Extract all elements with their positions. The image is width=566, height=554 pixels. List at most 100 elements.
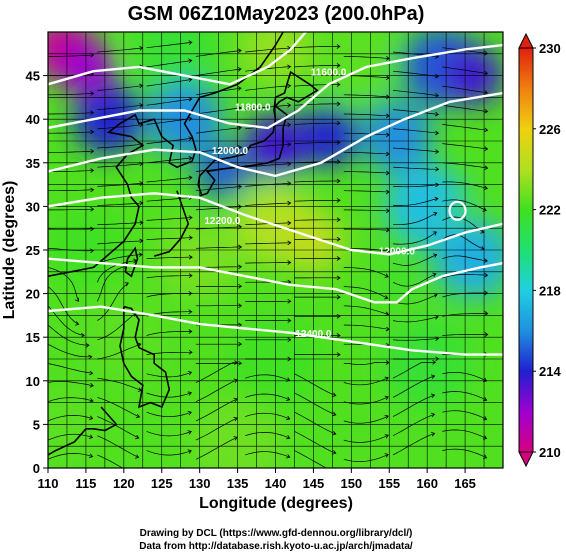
- streamline-arrow: [89, 415, 94, 421]
- streamline-arrow: [75, 321, 80, 326]
- streamline: [195, 417, 238, 441]
- streamline-arrow: [484, 290, 489, 296]
- streamline-arrow: [233, 416, 238, 422]
- streamline-arrow: [287, 122, 292, 128]
- streamline-arrow: [435, 130, 440, 136]
- streamline: [245, 202, 291, 206]
- streamline-arrow: [336, 275, 341, 281]
- streamline-arrow: [90, 148, 95, 154]
- y-tick-label: 20: [26, 287, 40, 302]
- streamline-arrow: [135, 434, 140, 440]
- streamline-arrow: [286, 415, 291, 421]
- height-contours: [48, 32, 503, 356]
- x-tick-label: 130: [189, 476, 211, 491]
- streamline-arrow: [484, 146, 489, 151]
- streamline-arrow: [484, 127, 489, 133]
- streamline-arrow: [188, 254, 193, 260]
- streamline: [48, 363, 93, 374]
- height-contour: [48, 305, 503, 356]
- streamline-arrow: [433, 211, 438, 217]
- streamline-arrow: [484, 90, 489, 95]
- streamline-arrow: [188, 235, 193, 241]
- streamline: [294, 392, 336, 416]
- height-contour: [48, 192, 503, 256]
- streamline: [392, 294, 438, 305]
- coast-segment: [48, 406, 118, 456]
- streamline: [294, 411, 336, 435]
- streamline-arrow: [89, 382, 94, 388]
- streamline-arrow: [85, 343, 90, 348]
- streamline-arrow: [430, 393, 436, 399]
- x-tick-label: 115: [75, 476, 96, 491]
- streamline-arrow: [238, 283, 243, 289]
- contour-label: 11600.0: [311, 68, 347, 79]
- streamline: [195, 362, 238, 383]
- x-tick-label: 150: [340, 476, 362, 491]
- streamline-arrow: [187, 449, 192, 454]
- streamline: [392, 198, 438, 206]
- x-tick-label: 155: [378, 476, 400, 491]
- plot-area: 11600.0 11800.0 12000.0 12000.0 12200.0 12400…: [48, 32, 503, 468]
- streamline-arrow: [336, 313, 341, 319]
- streamline-arrow: [287, 103, 292, 108]
- streamline-arrow: [336, 82, 341, 87]
- streamline-arrow: [430, 412, 436, 418]
- streamline-arrow: [237, 184, 242, 190]
- grid: [48, 32, 503, 468]
- y-axis-ticks: 0 5 10 15 20 25 30 35 40 45: [26, 69, 48, 476]
- streamline-arrow: [88, 453, 94, 458]
- contour-label: 12200.0: [204, 216, 241, 227]
- streamline: [48, 305, 85, 336]
- streamline-arrow: [384, 273, 389, 278]
- streamline-arrow: [237, 86, 242, 91]
- streamline-arrow: [90, 129, 95, 135]
- streamline: [392, 90, 439, 97]
- streamline-arrow: [484, 272, 489, 278]
- streamline-arrow: [238, 322, 243, 328]
- x-tick-label: 160: [416, 476, 438, 491]
- x-axis-label: Longitude (degrees): [199, 495, 353, 512]
- streamline: [146, 411, 192, 418]
- streamline-arrow: [484, 70, 489, 76]
- streamline-arrow: [188, 309, 193, 315]
- streamline: [146, 371, 192, 378]
- coast-segment: [119, 305, 171, 409]
- chart-title: GSM 06Z10May2023 (200.0hPa): [128, 3, 425, 25]
- streamline: [245, 47, 291, 53]
- colorbar-bar: [518, 47, 534, 453]
- streamline-arrow: [238, 264, 243, 270]
- streamline-arrow: [90, 226, 95, 232]
- streamline-arrow: [287, 298, 292, 304]
- streamline: [245, 66, 291, 72]
- streamline: [392, 316, 439, 323]
- streamline-arrow: [287, 260, 292, 265]
- streamline-arrow: [188, 116, 193, 122]
- streamline-arrow: [433, 293, 438, 298]
- coast-segment: [124, 246, 139, 278]
- streamline: [146, 60, 192, 68]
- credit-line-2: Data from http://database.rish.kyoto-u.a…: [139, 541, 413, 552]
- streamline: [48, 343, 92, 358]
- streamline-arrow: [430, 374, 436, 379]
- x-tick-label: 145: [303, 476, 325, 491]
- contour-label: 12000.0: [379, 246, 416, 257]
- height-contour: [48, 32, 307, 86]
- colorbar-label: 226: [539, 122, 561, 137]
- y-tick-label: 40: [26, 112, 40, 127]
- streamline: [294, 450, 328, 468]
- streamline: [392, 128, 439, 134]
- streamline-arrow: [233, 378, 238, 383]
- streamline-arrow: [484, 108, 489, 114]
- x-tick-label: 125: [151, 476, 173, 491]
- streamline-arrow: [188, 329, 193, 334]
- streamline: [146, 237, 193, 240]
- streamline-arrow: [188, 215, 193, 221]
- streamline: [245, 412, 290, 420]
- streamline-arrow: [332, 450, 337, 455]
- streamline: [146, 41, 192, 49]
- streamline-arrow: [435, 166, 440, 172]
- streamline-arrow: [237, 145, 242, 150]
- x-tick-label: 120: [113, 476, 135, 491]
- y-axis-label: Latitude (degrees): [1, 181, 18, 320]
